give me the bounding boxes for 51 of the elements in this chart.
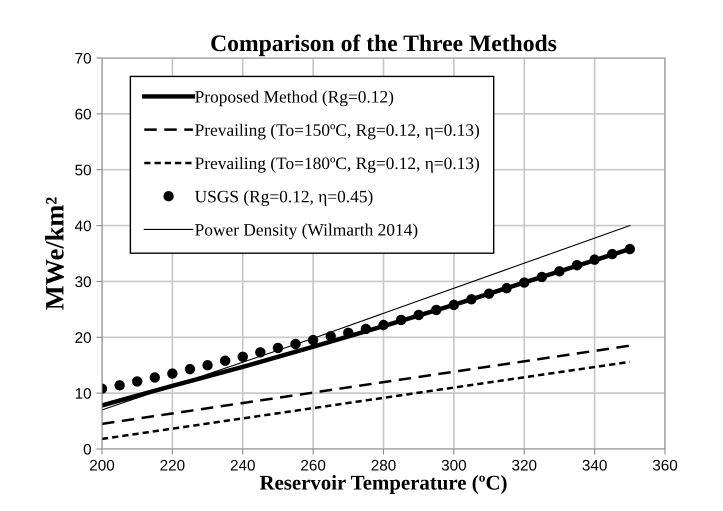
y-axis-title: MWe/km² (45, 197, 64, 310)
point (238, 352, 248, 362)
x-tick-label: 240 (230, 460, 255, 471)
point (572, 260, 582, 270)
x-tick-label: 320 (512, 460, 536, 471)
point (448, 300, 460, 310)
point (184, 364, 196, 374)
x-axis-title: Reservoir Temperature (ºC) (260, 475, 507, 494)
x-tick-label: 360 (652, 460, 678, 471)
y-tick-label: 10 (76, 388, 91, 399)
point (132, 376, 142, 387)
y-tick-label: 70 (75, 52, 91, 64)
legend-label: Prevailing (To=150ºC, Rg=0.12, η=0.13) (195, 124, 480, 140)
point (431, 304, 442, 316)
point (624, 244, 636, 254)
point (413, 310, 424, 320)
x-tick-label: 260 (301, 460, 326, 471)
y-tick-label: 50 (75, 164, 91, 176)
point (607, 248, 618, 260)
x-tick-label: 200 (90, 460, 114, 471)
x-tick-label: 280 (372, 460, 396, 471)
x-tick-label: 340 (582, 460, 607, 471)
x-tick-label: 220 (160, 460, 185, 471)
point (255, 347, 266, 358)
point (360, 324, 372, 334)
point (501, 282, 512, 294)
point (536, 272, 548, 282)
point (466, 294, 477, 305)
legend-label: Power Density (Wilmarth 2014) (195, 223, 418, 240)
point (378, 320, 389, 330)
y-tick-label: 0 (84, 444, 91, 455)
point (554, 266, 565, 277)
point (396, 314, 406, 326)
y-tick-label: 20 (75, 332, 91, 343)
y-tick-label: 40 (74, 220, 91, 232)
point (114, 380, 125, 391)
legend-label: Prevailing (To=180ºC, Rg=0.12, η=0.13) (195, 156, 480, 173)
y-tick-label: 30 (75, 276, 91, 288)
point (484, 288, 494, 299)
legend-label: Proposed Method (Rg=0.12) (195, 90, 394, 106)
point (220, 356, 230, 366)
point (326, 330, 336, 342)
point (202, 360, 213, 370)
chart-title: Comparison of the Three Methods (211, 34, 556, 56)
point (589, 254, 600, 265)
x-tick-label: 300 (442, 460, 466, 471)
y-tick-label: 60 (75, 108, 91, 120)
point (519, 277, 530, 288)
point (150, 372, 160, 383)
point (167, 368, 178, 379)
legend-label: USGS (Rg=0.12, η=0.45) (194, 190, 373, 206)
